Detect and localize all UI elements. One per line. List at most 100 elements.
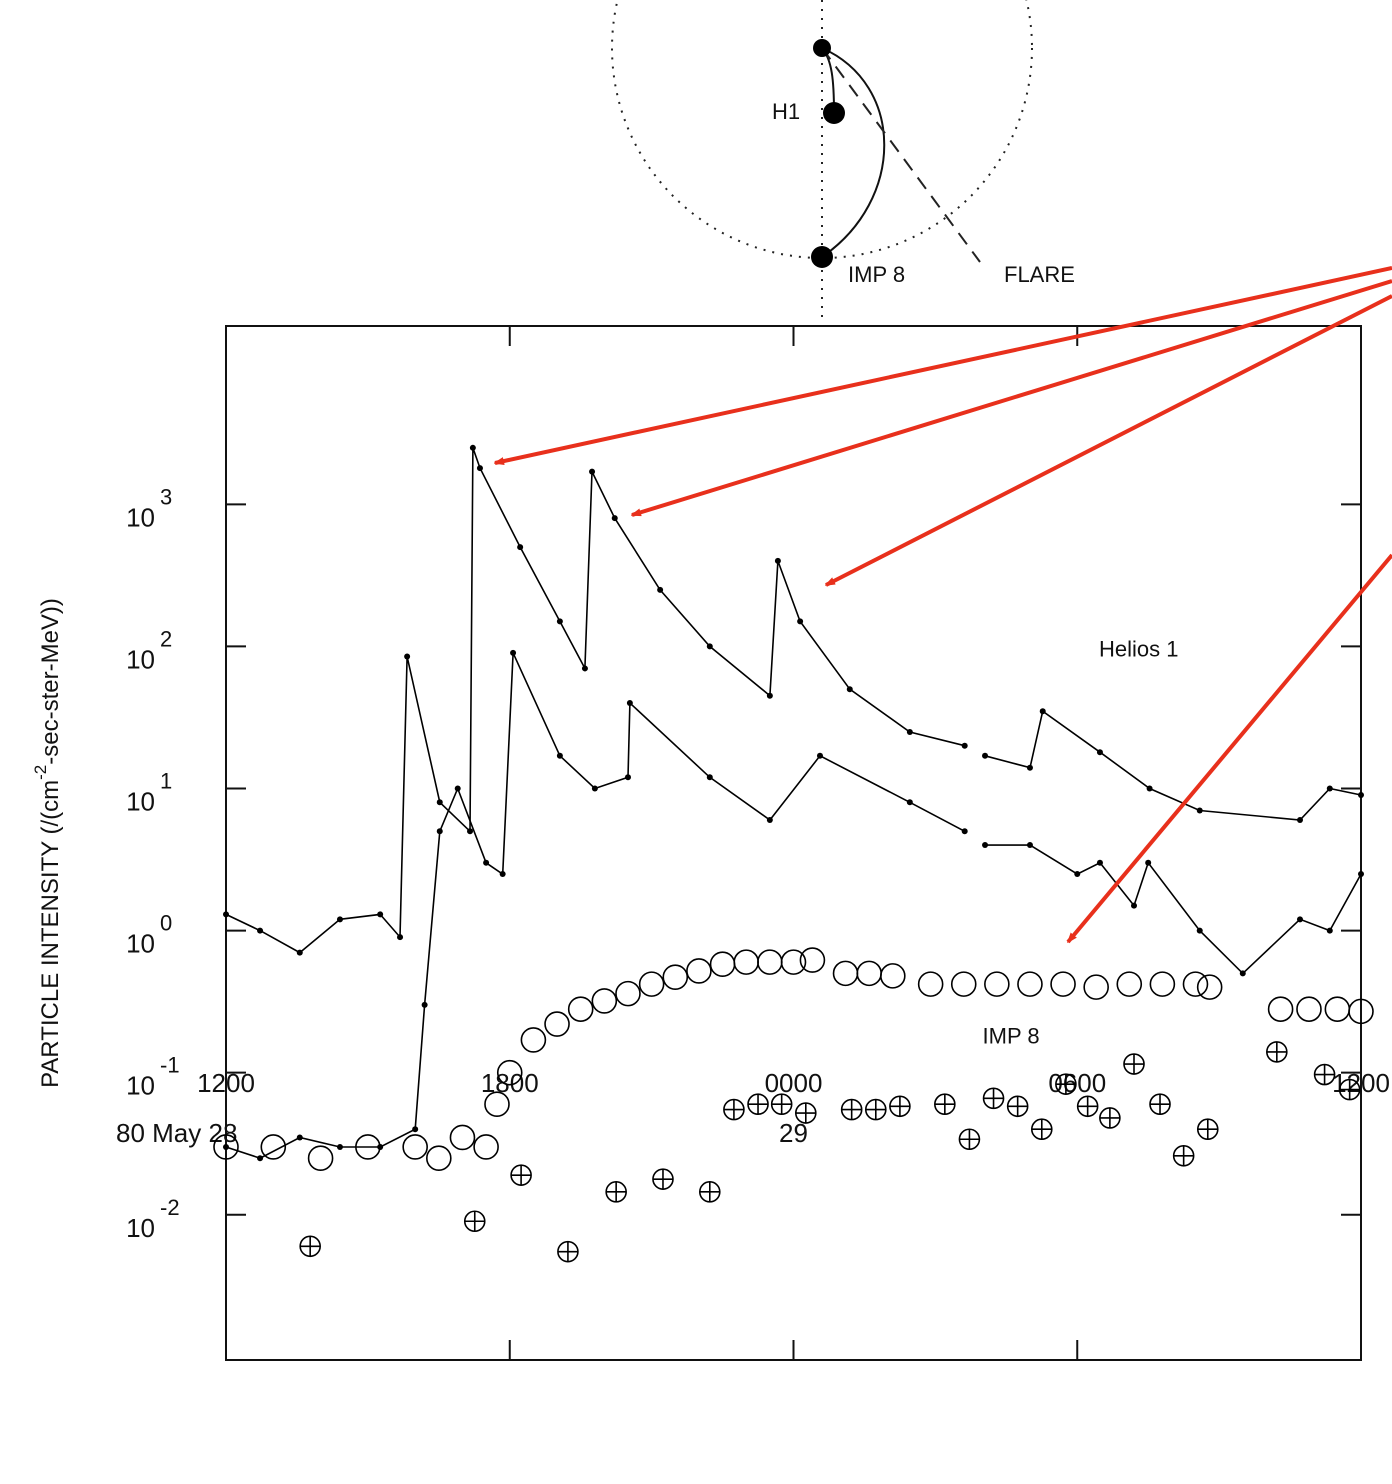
data-point <box>1326 927 1333 934</box>
data-point <box>454 785 461 792</box>
marker-ring <box>832 960 859 987</box>
data-point <box>1182 971 1209 997</box>
data-point <box>476 465 483 472</box>
data-point <box>589 468 596 475</box>
data-point <box>906 728 913 735</box>
data-point <box>799 947 826 973</box>
marker-ring <box>1267 996 1294 1022</box>
marker-ring <box>638 971 665 997</box>
marker-ring <box>496 1059 523 1086</box>
data-point <box>706 643 713 650</box>
data-point <box>496 1059 523 1086</box>
data-point <box>557 1240 579 1263</box>
data-point <box>1296 817 1303 824</box>
data-point <box>426 1145 452 1172</box>
data-point <box>1296 996 1322 1022</box>
data-point <box>880 963 906 989</box>
data-point <box>1050 971 1076 997</box>
data-point <box>1026 842 1033 849</box>
y-tick-exponent: 3 <box>160 484 172 509</box>
marker-ring <box>402 1134 428 1160</box>
marker-ring <box>1348 998 1374 1025</box>
data-point <box>615 980 641 1007</box>
data-point <box>449 1124 476 1151</box>
data-point <box>1348 998 1374 1025</box>
data-point <box>1324 996 1351 1022</box>
data-point <box>652 1168 674 1190</box>
marker-ring <box>984 971 1010 997</box>
data-point <box>307 1145 334 1172</box>
data-point <box>723 1098 745 1121</box>
data-point <box>1074 871 1081 878</box>
x-tick-label: 0000 <box>765 1068 823 1098</box>
data-point <box>698 1181 721 1203</box>
y-axis-label: PARTICLE INTENSITY (/(cm-2-sec-ster-MeV)… <box>31 598 64 1088</box>
plot-frame <box>225 325 1362 1361</box>
data-point <box>1338 1078 1361 1101</box>
data-point <box>780 949 807 975</box>
data-point <box>556 618 563 625</box>
data-point <box>1055 1073 1077 1095</box>
data-point <box>591 785 598 792</box>
data-point <box>1030 1118 1053 1141</box>
marker-ring <box>780 949 807 975</box>
marker-ring <box>709 951 736 978</box>
marker-ring <box>1296 996 1322 1022</box>
marker-ring <box>1324 996 1351 1022</box>
data-point <box>517 544 524 551</box>
y-tick-base: 10 <box>126 1213 155 1243</box>
data-point <box>1239 970 1246 977</box>
h1-dot <box>823 102 845 124</box>
data-point <box>706 774 713 781</box>
data-point <box>296 949 303 956</box>
data-point <box>402 1134 428 1160</box>
data-point <box>906 799 913 806</box>
y-tick-exponent: -1 <box>160 1053 180 1078</box>
data-point <box>747 1093 769 1115</box>
data-point <box>757 949 783 975</box>
data-point <box>709 951 736 978</box>
y-tick-label: 10 <box>126 502 155 532</box>
data-point <box>1196 807 1203 814</box>
data-point <box>483 859 490 866</box>
data-point <box>484 1091 510 1117</box>
data-point <box>421 1001 428 1008</box>
marker-ring <box>591 988 618 1014</box>
y-tick-label: 10 <box>126 1071 155 1101</box>
data-point <box>544 1011 570 1037</box>
data-point <box>856 960 882 987</box>
data-point <box>1026 764 1033 771</box>
data-point <box>397 934 404 941</box>
marker-ring <box>799 947 826 973</box>
data-point <box>463 1210 486 1233</box>
data-point <box>1358 792 1364 799</box>
data-point <box>917 971 944 997</box>
data-point <box>1358 871 1364 878</box>
marker-ring <box>880 963 906 989</box>
data-point <box>1149 1093 1171 1115</box>
data-point <box>1326 785 1333 792</box>
y-tick-label: 10 <box>126 1213 155 1243</box>
y-tick-base: 10 <box>126 502 155 532</box>
marker-ring <box>567 996 594 1022</box>
annotation: Helios 1 <box>1099 636 1178 661</box>
y-tick-base: 10 <box>126 1071 155 1101</box>
data-point <box>257 1155 264 1162</box>
data-point <box>982 752 989 759</box>
data-point <box>260 1134 287 1160</box>
marker-ring <box>686 958 712 984</box>
data-point <box>1266 1041 1288 1063</box>
data-point <box>950 971 977 997</box>
data-point <box>1123 1053 1145 1075</box>
data-point <box>1076 1095 1099 1118</box>
data-point <box>638 971 665 997</box>
data-point <box>624 774 631 781</box>
data-point <box>223 1143 229 1150</box>
data-point <box>510 649 517 656</box>
marker-ring <box>426 1145 452 1172</box>
marker-ring <box>662 964 689 990</box>
data-point <box>436 799 443 806</box>
diagram-label: FLARE <box>1004 262 1075 287</box>
